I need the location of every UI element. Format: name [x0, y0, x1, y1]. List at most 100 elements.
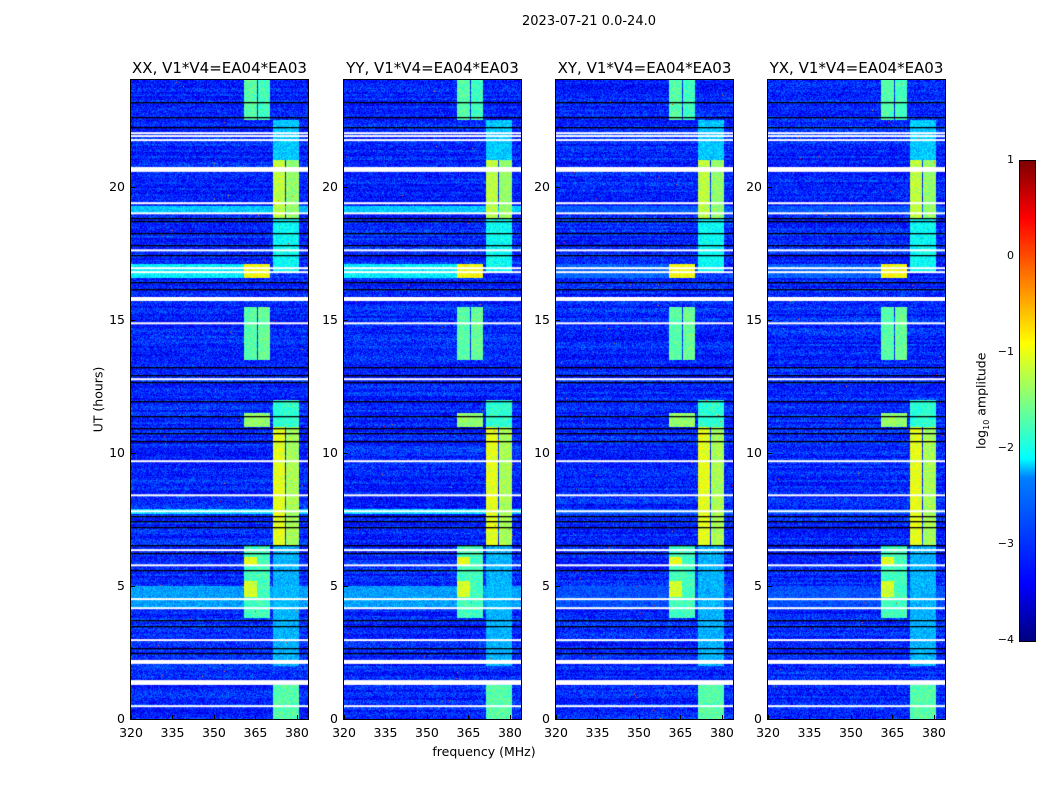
y-tick-mark	[344, 186, 348, 188]
y-tick-mark	[768, 452, 772, 454]
y-tick-label: 10	[534, 444, 550, 460]
colorbar-label-sub: 10	[981, 419, 991, 430]
x-tick-mark	[933, 715, 935, 719]
x-tick-mark	[344, 715, 345, 719]
x-axis-label: frequency (MHz)	[432, 744, 536, 759]
x-tick-label: 350	[202, 725, 226, 740]
y-tick-mark	[131, 452, 135, 454]
y-tick-label: 15	[746, 311, 762, 327]
spectrogram-panel-1	[343, 79, 522, 720]
y-tick-label: 5	[754, 577, 762, 593]
y-tick-label: 15	[109, 311, 125, 327]
y-tick-mark	[344, 719, 348, 720]
x-tick-mark	[768, 715, 769, 719]
y-tick-mark	[768, 186, 772, 188]
colorbar	[1019, 160, 1036, 642]
x-tick-mark	[172, 715, 174, 719]
colorbar-tick-label: −3	[997, 537, 1014, 550]
colorbar-label: log10 amplitude	[973, 341, 991, 461]
y-tick-label: 0	[330, 711, 338, 726]
colorbar-label-suffix: amplitude	[973, 352, 989, 420]
y-tick-label: 20	[534, 178, 550, 194]
y-tick-mark	[556, 719, 560, 720]
x-tick-mark	[809, 715, 811, 719]
x-tick-mark	[385, 715, 387, 719]
colorbar-tick-label: −4	[997, 633, 1014, 646]
y-tick-mark	[344, 585, 348, 587]
y-tick-label: 0	[542, 711, 550, 726]
x-tick-label: 320	[756, 725, 780, 740]
spectrogram-panel-3	[767, 79, 946, 720]
y-tick-label: 0	[754, 711, 762, 726]
x-tick-label: 365	[880, 725, 905, 740]
x-tick-label: 350	[839, 725, 863, 740]
x-tick-mark	[680, 715, 682, 719]
colorbar-tick-label: 1	[1007, 153, 1014, 166]
colorbar-tick-label: −1	[997, 345, 1014, 358]
spectrogram-heatmap	[556, 80, 733, 719]
x-tick-mark	[892, 715, 894, 719]
colorbar-tick-label: −2	[997, 441, 1014, 454]
x-tick-label: 335	[797, 725, 822, 740]
figure-title: 2023-07-21 0.0-24.0	[522, 14, 656, 29]
x-tick-label: 335	[585, 725, 610, 740]
y-tick-label: 5	[542, 577, 550, 593]
x-tick-mark	[556, 715, 557, 719]
x-tick-mark	[850, 715, 852, 719]
y-tick-label: 15	[322, 311, 338, 327]
y-tick-mark	[556, 319, 560, 321]
spectrogram-panel-0	[130, 79, 309, 720]
x-tick-label: 380	[922, 725, 946, 740]
y-tick-mark	[556, 452, 560, 454]
x-tick-label: 380	[710, 725, 734, 740]
y-tick-mark	[768, 319, 772, 321]
x-tick-label: 320	[332, 725, 356, 740]
y-axis-label: UT (hours)	[90, 366, 106, 433]
y-tick-mark	[768, 719, 772, 720]
x-tick-label: 365	[456, 725, 481, 740]
panel-title: XX, V1*V4=EA04*EA03	[132, 59, 307, 77]
colorbar-tick-label: 0	[1007, 249, 1014, 262]
spectrogram-panel-2	[555, 79, 734, 720]
x-tick-mark	[213, 715, 215, 719]
y-tick-mark	[344, 319, 348, 321]
x-tick-mark	[638, 715, 640, 719]
y-tick-label: 10	[322, 444, 338, 460]
panel-title: XY, V1*V4=EA04*EA03	[557, 59, 732, 77]
y-tick-label: 0	[117, 711, 125, 726]
y-tick-mark	[131, 186, 135, 188]
x-tick-mark	[468, 715, 470, 719]
spectrogram-heatmap	[131, 80, 308, 719]
y-tick-mark	[131, 585, 135, 587]
y-tick-label: 20	[322, 178, 338, 194]
x-tick-label: 365	[668, 725, 693, 740]
y-tick-mark	[556, 585, 560, 587]
y-tick-label: 20	[109, 178, 125, 194]
x-tick-label: 320	[544, 725, 568, 740]
panel-title: YX, V1*V4=EA04*EA03	[769, 59, 944, 77]
x-tick-mark	[509, 715, 511, 719]
x-tick-label: 335	[160, 725, 185, 740]
y-tick-label: 10	[746, 444, 762, 460]
y-tick-label: 10	[109, 444, 125, 460]
y-tick-mark	[556, 186, 560, 188]
y-tick-mark	[131, 719, 135, 720]
y-tick-label: 5	[117, 577, 125, 593]
spectrogram-heatmap	[768, 80, 945, 719]
x-tick-label: 350	[415, 725, 439, 740]
x-tick-mark	[597, 715, 599, 719]
colorbar-label-log: log	[973, 429, 989, 449]
y-tick-mark	[344, 452, 348, 454]
x-tick-mark	[131, 715, 132, 719]
y-tick-label: 5	[330, 577, 338, 593]
x-tick-label: 350	[627, 725, 651, 740]
y-tick-mark	[131, 319, 135, 321]
x-tick-label: 365	[243, 725, 268, 740]
y-tick-label: 15	[534, 311, 550, 327]
x-tick-label: 320	[119, 725, 143, 740]
x-tick-mark	[721, 715, 723, 719]
y-tick-mark	[768, 585, 772, 587]
x-tick-mark	[296, 715, 298, 719]
spectrogram-heatmap	[344, 80, 521, 719]
x-tick-mark	[255, 715, 257, 719]
